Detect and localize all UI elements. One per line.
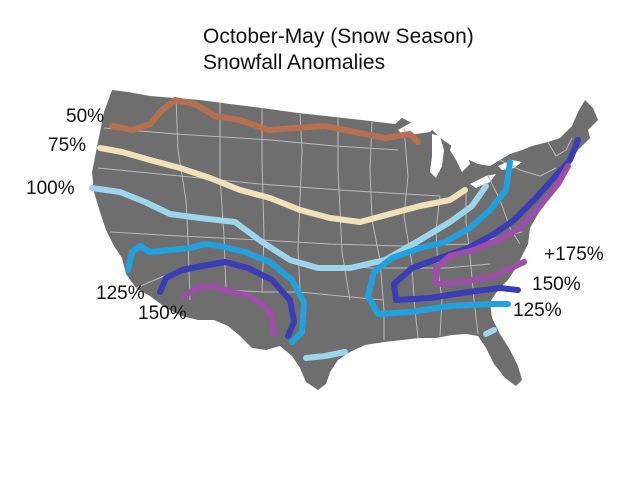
label-50-percent: 50% (66, 106, 104, 127)
label-175-percent-east: +175% (544, 244, 604, 265)
label-150-percent-west: 150% (138, 303, 187, 324)
label-125-percent-west: 125% (96, 283, 145, 304)
contour-50-percent (109, 97, 421, 145)
contour-125-percent-east (365, 159, 513, 317)
map-title-line-1: October-May (Snow Season) (203, 25, 474, 48)
us-landmass (92, 90, 598, 390)
contour-150-percent-east (391, 137, 581, 303)
map-title-line-2: Snowfall Anomalies (203, 51, 385, 74)
lake-erie (470, 174, 496, 188)
contour-100-percent-southeast (483, 327, 497, 337)
contour-175-percent-west (181, 283, 277, 337)
contour-75-percent (97, 145, 468, 225)
contour-100-percent-gulf (303, 349, 348, 361)
lake-michigan (430, 134, 444, 178)
anomaly-contours (89, 97, 581, 361)
contour-100-percent (89, 183, 489, 271)
label-100-percent: 100% (26, 178, 75, 199)
label-125-percent-east: 125% (513, 300, 562, 321)
contour-175-percent-east (433, 163, 571, 287)
contour-125-percent-west (125, 241, 307, 345)
contour-150-percent-west (157, 259, 297, 339)
label-150-percent-east: 150% (532, 274, 581, 295)
lake-huron (450, 142, 470, 172)
label-75-percent: 75% (48, 135, 86, 156)
